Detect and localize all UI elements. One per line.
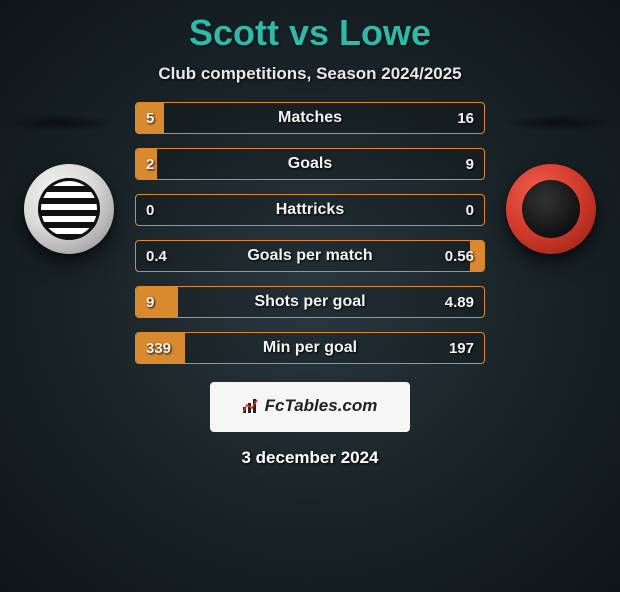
brand-label: FcTables.com	[265, 396, 378, 416]
chart-icon	[243, 399, 261, 413]
stat-bar: 94.89Shots per goal	[135, 286, 485, 318]
stat-label: Shots per goal	[136, 287, 484, 317]
stat-bar: 29Goals	[135, 148, 485, 180]
stat-bar: 339197Min per goal	[135, 332, 485, 364]
stat-bars: 516Matches 29Goals 00Hattricks 0.40.56Goals…	[135, 102, 485, 364]
crest-right	[506, 164, 596, 254]
stat-label: Min per goal	[136, 333, 484, 363]
shadow-right	[504, 114, 614, 132]
stat-label: Hattricks	[136, 195, 484, 225]
stat-label: Goals per match	[136, 241, 484, 271]
subtitle: Club competitions, Season 2024/2025	[0, 64, 620, 84]
stat-label: Matches	[136, 103, 484, 133]
date-text: 3 december 2024	[0, 448, 620, 468]
stat-label: Goals	[136, 149, 484, 179]
brand-plate: FcTables.com	[210, 382, 410, 432]
crest-left	[24, 164, 114, 254]
shadow-left	[6, 114, 116, 132]
stat-bar: 00Hattricks	[135, 194, 485, 226]
stat-bar: 516Matches	[135, 102, 485, 134]
brand-text: FcTables.com	[243, 396, 378, 416]
page-title: Scott vs Lowe	[0, 12, 620, 54]
stat-bar: 0.40.56Goals per match	[135, 240, 485, 272]
comparison-stage: 516Matches 29Goals 00Hattricks 0.40.56Goals…	[0, 102, 620, 364]
